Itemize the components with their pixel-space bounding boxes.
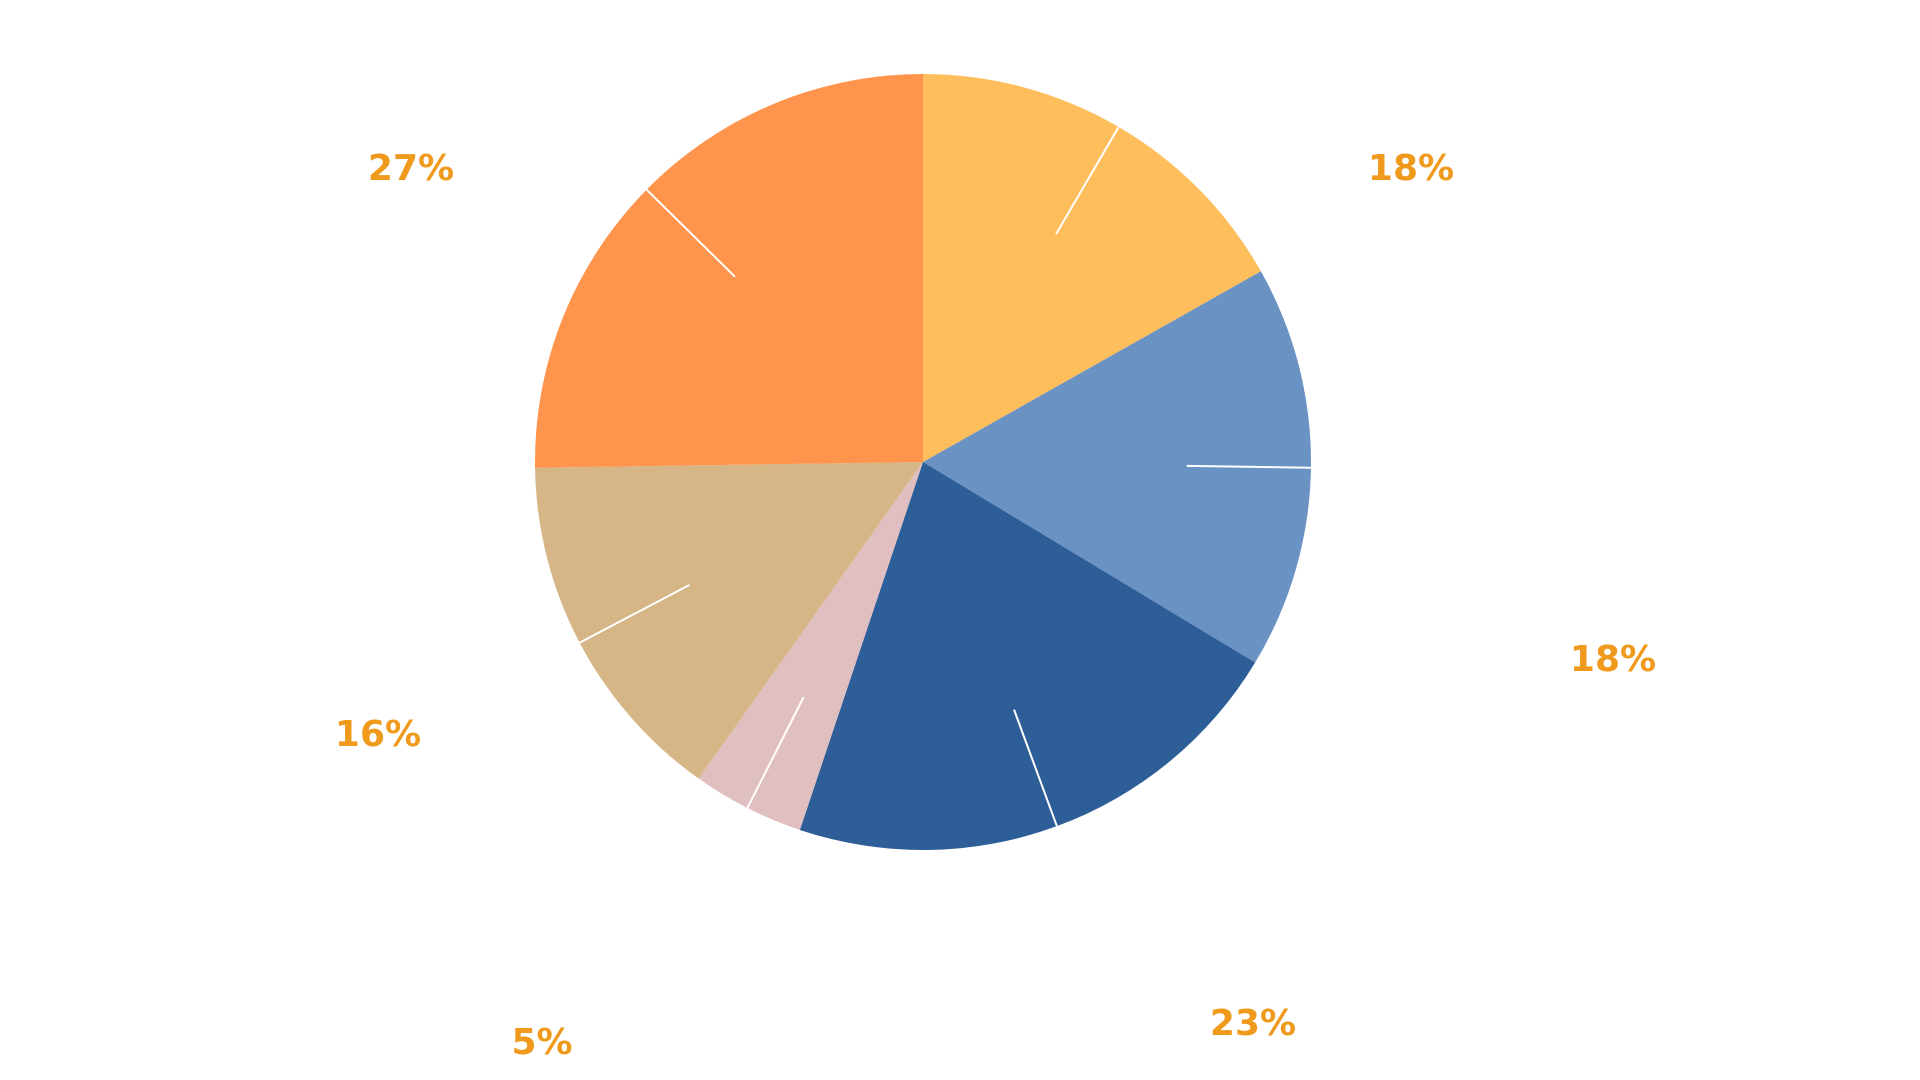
pie-slice [535, 462, 923, 779]
leader-line [579, 583, 690, 644]
data-label: 5% [511, 1022, 572, 1063]
data-label: 16% [335, 714, 421, 755]
data-label: 27% [368, 148, 454, 189]
pie-slice [799, 462, 1256, 850]
data-label: 18% [1570, 639, 1656, 680]
leader-line [746, 696, 805, 809]
leader-line [1055, 126, 1120, 235]
pie-slice [698, 462, 923, 830]
data-label: 23% [1210, 1003, 1296, 1044]
pie-slice [923, 271, 1311, 663]
data-label: 18% [1368, 148, 1454, 189]
leader-line [645, 188, 736, 278]
leader-line [1186, 464, 1311, 469]
pie-slice [923, 74, 1261, 462]
leader-line [1013, 709, 1058, 827]
